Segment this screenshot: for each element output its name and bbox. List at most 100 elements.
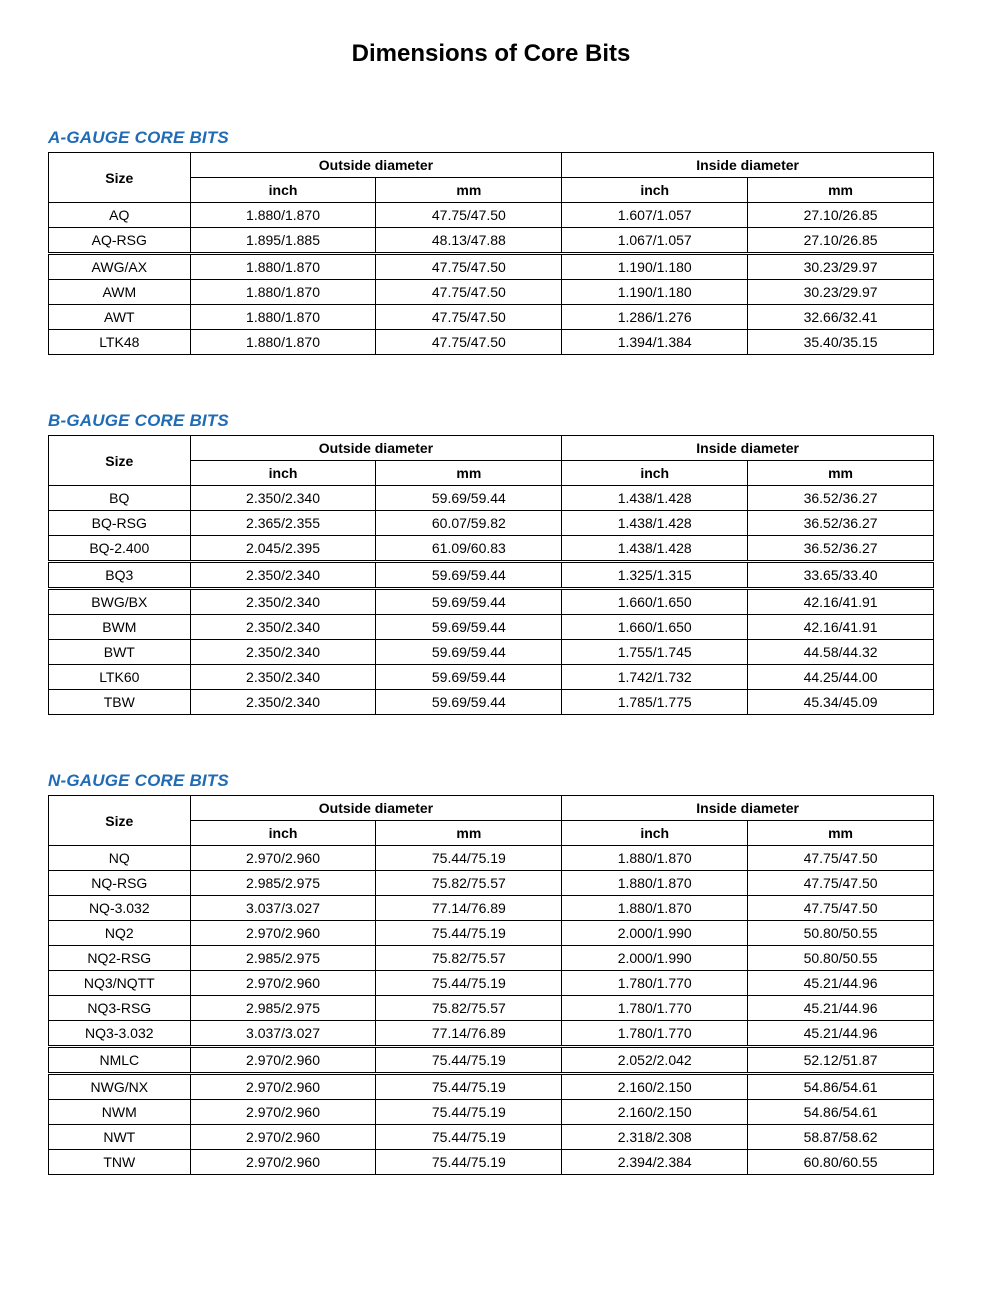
cell-od-mm: 47.75/47.50 — [376, 203, 562, 228]
table-row: NQ-3.0323.037/3.02777.14/76.891.880/1.87… — [49, 896, 934, 921]
cell-id-mm: 36.52/36.27 — [748, 536, 934, 562]
table-row: LTK481.880/1.87047.75/47.501.394/1.38435… — [49, 330, 934, 355]
cell-id-inch: 1.438/1.428 — [562, 511, 748, 536]
header-unit-mm: mm — [376, 821, 562, 846]
table-row: BWG/BX2.350/2.34059.69/59.441.660/1.6504… — [49, 589, 934, 615]
cell-id-mm: 30.23/29.97 — [748, 254, 934, 280]
cell-od-mm: 75.44/75.19 — [376, 1150, 562, 1175]
cell-od-mm: 75.44/75.19 — [376, 1047, 562, 1074]
cell-od-inch: 3.037/3.027 — [190, 896, 376, 921]
cell-od-inch: 2.970/2.960 — [190, 1150, 376, 1175]
cell-od-mm: 59.69/59.44 — [376, 665, 562, 690]
cell-od-inch: 1.880/1.870 — [190, 203, 376, 228]
header-inside-diameter: Inside diameter — [562, 153, 934, 178]
header-inside-diameter: Inside diameter — [562, 796, 934, 821]
cell-id-inch: 1.880/1.870 — [562, 846, 748, 871]
header-outside-diameter: Outside diameter — [190, 796, 562, 821]
table-row: NQ3-RSG2.985/2.97575.82/75.571.780/1.770… — [49, 996, 934, 1021]
table-row: AQ1.880/1.87047.75/47.501.607/1.05727.10… — [49, 203, 934, 228]
cell-id-mm: 42.16/41.91 — [748, 615, 934, 640]
cell-size: NWT — [49, 1125, 191, 1150]
cell-id-inch: 1.660/1.650 — [562, 615, 748, 640]
cell-id-inch: 1.742/1.732 — [562, 665, 748, 690]
cell-id-inch: 1.067/1.057 — [562, 228, 748, 254]
cell-od-inch: 1.880/1.870 — [190, 305, 376, 330]
cell-od-mm: 59.69/59.44 — [376, 640, 562, 665]
cell-id-inch: 1.394/1.384 — [562, 330, 748, 355]
cell-id-mm: 50.80/50.55 — [748, 921, 934, 946]
cell-od-inch: 3.037/3.027 — [190, 1021, 376, 1047]
cell-id-inch: 1.880/1.870 — [562, 871, 748, 896]
cell-od-inch: 2.350/2.340 — [190, 665, 376, 690]
header-unit-mm: mm — [376, 461, 562, 486]
cell-od-mm: 77.14/76.89 — [376, 1021, 562, 1047]
header-unit-inch: inch — [562, 461, 748, 486]
cell-id-mm: 54.86/54.61 — [748, 1100, 934, 1125]
cell-id-mm: 45.21/44.96 — [748, 996, 934, 1021]
header-unit-mm: mm — [376, 178, 562, 203]
cell-od-inch: 2.985/2.975 — [190, 871, 376, 896]
table-row: NQ-RSG2.985/2.97575.82/75.571.880/1.8704… — [49, 871, 934, 896]
cell-id-mm: 47.75/47.50 — [748, 846, 934, 871]
table-row: AQ-RSG1.895/1.88548.13/47.881.067/1.0572… — [49, 228, 934, 254]
cell-size: NQ3-RSG — [49, 996, 191, 1021]
cell-od-mm: 47.75/47.50 — [376, 305, 562, 330]
cell-id-mm: 45.21/44.96 — [748, 1021, 934, 1047]
table-row: BQ32.350/2.34059.69/59.441.325/1.31533.6… — [49, 562, 934, 589]
core-bits-table: SizeOutside diameterInside diameterinchm… — [48, 435, 934, 715]
cell-size: TBW — [49, 690, 191, 715]
cell-od-inch: 2.365/2.355 — [190, 511, 376, 536]
table-row: NQ3-3.0323.037/3.02777.14/76.891.780/1.7… — [49, 1021, 934, 1047]
cell-id-inch: 1.780/1.770 — [562, 971, 748, 996]
table-row: NWG/NX2.970/2.96075.44/75.192.160/2.1505… — [49, 1074, 934, 1100]
cell-od-mm: 60.07/59.82 — [376, 511, 562, 536]
cell-size: BWG/BX — [49, 589, 191, 615]
cell-id-mm: 44.25/44.00 — [748, 665, 934, 690]
table-row: LTK602.350/2.34059.69/59.441.742/1.73244… — [49, 665, 934, 690]
header-size: Size — [49, 436, 191, 486]
cell-id-inch: 1.438/1.428 — [562, 486, 748, 511]
cell-id-mm: 47.75/47.50 — [748, 896, 934, 921]
cell-size: NQ2 — [49, 921, 191, 946]
cell-size: BWM — [49, 615, 191, 640]
cell-size: BQ — [49, 486, 191, 511]
cell-od-mm: 61.09/60.83 — [376, 536, 562, 562]
cell-size: BQ3 — [49, 562, 191, 589]
cell-id-inch: 1.780/1.770 — [562, 996, 748, 1021]
cell-id-inch: 2.160/2.150 — [562, 1074, 748, 1100]
cell-od-mm: 75.44/75.19 — [376, 1074, 562, 1100]
sections-container: A-GAUGE CORE BITSSizeOutside diameterIns… — [48, 128, 934, 1175]
cell-od-mm: 47.75/47.50 — [376, 254, 562, 280]
header-unit-inch: inch — [190, 821, 376, 846]
cell-id-inch: 2.000/1.990 — [562, 946, 748, 971]
header-unit-inch: inch — [562, 821, 748, 846]
cell-id-mm: 32.66/32.41 — [748, 305, 934, 330]
cell-od-mm: 75.44/75.19 — [376, 1125, 562, 1150]
cell-size: NQ2-RSG — [49, 946, 191, 971]
cell-size: NQ-RSG — [49, 871, 191, 896]
cell-id-mm: 50.80/50.55 — [748, 946, 934, 971]
cell-size: NQ3/NQTT — [49, 971, 191, 996]
cell-id-inch: 1.660/1.650 — [562, 589, 748, 615]
cell-id-mm: 27.10/26.85 — [748, 228, 934, 254]
table-row: NQ2-RSG2.985/2.97575.82/75.572.000/1.990… — [49, 946, 934, 971]
cell-id-mm: 52.12/51.87 — [748, 1047, 934, 1074]
section: N-GAUGE CORE BITSSizeOutside diameterIns… — [48, 771, 934, 1175]
cell-od-mm: 75.44/75.19 — [376, 846, 562, 871]
cell-od-inch: 2.350/2.340 — [190, 562, 376, 589]
cell-size: BQ-2.400 — [49, 536, 191, 562]
cell-od-inch: 1.880/1.870 — [190, 254, 376, 280]
cell-id-mm: 47.75/47.50 — [748, 871, 934, 896]
cell-id-mm: 54.86/54.61 — [748, 1074, 934, 1100]
table-row: BQ-2.4002.045/2.39561.09/60.831.438/1.42… — [49, 536, 934, 562]
header-unit-mm: mm — [748, 821, 934, 846]
cell-id-inch: 2.160/2.150 — [562, 1100, 748, 1125]
cell-id-inch: 2.000/1.990 — [562, 921, 748, 946]
table-row: BWM2.350/2.34059.69/59.441.660/1.65042.1… — [49, 615, 934, 640]
cell-id-mm: 35.40/35.15 — [748, 330, 934, 355]
cell-id-inch: 1.325/1.315 — [562, 562, 748, 589]
table-row: TNW2.970/2.96075.44/75.192.394/2.38460.8… — [49, 1150, 934, 1175]
cell-od-mm: 59.69/59.44 — [376, 615, 562, 640]
cell-od-mm: 75.82/75.57 — [376, 996, 562, 1021]
cell-od-mm: 59.69/59.44 — [376, 562, 562, 589]
